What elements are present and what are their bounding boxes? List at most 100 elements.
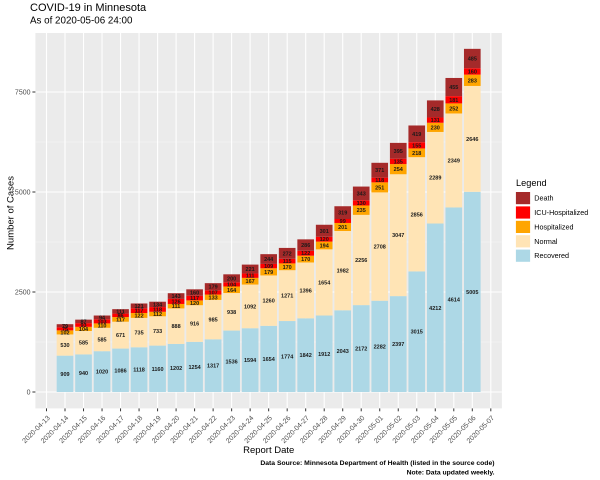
svg-text:419: 419 bbox=[412, 132, 421, 138]
svg-text:1654: 1654 bbox=[318, 280, 331, 286]
svg-text:Hospitalized: Hospitalized bbox=[534, 222, 573, 231]
svg-text:ICU-Hospitalized: ICU-Hospitalized bbox=[534, 208, 588, 217]
svg-text:170: 170 bbox=[301, 257, 310, 263]
svg-text:Death: Death bbox=[534, 194, 553, 203]
svg-text:1912: 1912 bbox=[318, 352, 330, 358]
svg-text:2646: 2646 bbox=[466, 137, 478, 143]
svg-text:107: 107 bbox=[209, 290, 218, 296]
svg-text:230: 230 bbox=[431, 125, 440, 131]
svg-text:118: 118 bbox=[153, 307, 162, 313]
svg-text:985: 985 bbox=[209, 318, 218, 324]
svg-text:143: 143 bbox=[171, 294, 180, 300]
svg-text:126: 126 bbox=[171, 299, 180, 305]
svg-text:371: 371 bbox=[375, 168, 384, 174]
svg-text:120: 120 bbox=[190, 301, 199, 307]
svg-text:251: 251 bbox=[375, 185, 384, 191]
svg-text:2708: 2708 bbox=[374, 245, 386, 251]
svg-text:118: 118 bbox=[375, 178, 384, 184]
svg-text:87: 87 bbox=[80, 319, 86, 325]
svg-text:2500: 2500 bbox=[15, 290, 31, 297]
svg-text:221: 221 bbox=[246, 267, 255, 273]
svg-text:115: 115 bbox=[283, 259, 292, 265]
svg-text:252: 252 bbox=[449, 106, 458, 112]
svg-text:888: 888 bbox=[171, 324, 180, 330]
svg-text:5000: 5000 bbox=[15, 190, 31, 197]
svg-text:122: 122 bbox=[134, 313, 143, 319]
svg-text:1160: 1160 bbox=[152, 367, 164, 373]
svg-text:2043: 2043 bbox=[337, 349, 349, 355]
svg-text:2349: 2349 bbox=[448, 158, 460, 164]
svg-text:428: 428 bbox=[431, 107, 440, 113]
svg-text:218: 218 bbox=[412, 151, 421, 157]
svg-text:1020: 1020 bbox=[96, 370, 108, 376]
svg-text:916: 916 bbox=[190, 322, 199, 328]
svg-text:93: 93 bbox=[80, 323, 86, 329]
svg-text:109: 109 bbox=[264, 264, 273, 270]
svg-text:2289: 2289 bbox=[429, 176, 441, 182]
svg-text:160: 160 bbox=[468, 69, 477, 75]
svg-text:286: 286 bbox=[301, 243, 310, 249]
svg-text:164: 164 bbox=[227, 288, 237, 294]
svg-text:Note: Data updated weekly.: Note: Data updated weekly. bbox=[407, 469, 495, 476]
svg-text:131: 131 bbox=[431, 118, 440, 124]
svg-text:134: 134 bbox=[153, 302, 163, 308]
svg-text:79: 79 bbox=[62, 324, 68, 330]
svg-text:733: 733 bbox=[153, 329, 162, 335]
svg-text:117: 117 bbox=[190, 296, 199, 302]
svg-text:5005: 5005 bbox=[466, 290, 478, 296]
svg-text:104: 104 bbox=[227, 282, 237, 288]
svg-text:1254: 1254 bbox=[188, 365, 201, 371]
svg-text:735: 735 bbox=[134, 331, 143, 337]
svg-text:235: 235 bbox=[357, 208, 366, 214]
svg-text:395: 395 bbox=[394, 149, 403, 155]
svg-text:1271: 1271 bbox=[281, 294, 293, 300]
svg-text:0: 0 bbox=[27, 390, 31, 397]
svg-text:1654: 1654 bbox=[263, 357, 276, 363]
svg-text:Data Source: Minnesota Departm: Data Source: Minnesota Department of Hea… bbox=[260, 460, 494, 467]
svg-text:938: 938 bbox=[227, 310, 236, 316]
svg-text:111: 111 bbox=[116, 309, 125, 315]
svg-text:254: 254 bbox=[394, 167, 404, 173]
svg-text:Number of Cases: Number of Cases bbox=[6, 176, 17, 250]
svg-text:2256: 2256 bbox=[355, 258, 367, 264]
svg-text:301: 301 bbox=[320, 229, 329, 235]
svg-text:99: 99 bbox=[340, 219, 346, 225]
svg-text:122: 122 bbox=[301, 251, 310, 257]
svg-text:343: 343 bbox=[357, 191, 366, 197]
svg-text:1842: 1842 bbox=[300, 353, 312, 359]
svg-text:1317: 1317 bbox=[207, 364, 219, 370]
svg-text:1536: 1536 bbox=[226, 359, 238, 365]
svg-text:244: 244 bbox=[264, 257, 274, 263]
svg-text:319: 319 bbox=[338, 211, 347, 217]
svg-text:1202: 1202 bbox=[170, 366, 182, 372]
svg-text:283: 283 bbox=[468, 78, 477, 84]
svg-text:155: 155 bbox=[412, 143, 421, 149]
svg-text:130: 130 bbox=[357, 201, 366, 207]
svg-text:671: 671 bbox=[116, 333, 125, 339]
svg-text:200: 200 bbox=[227, 276, 236, 282]
svg-text:Normal: Normal bbox=[534, 237, 558, 246]
svg-text:2172: 2172 bbox=[355, 347, 367, 353]
svg-text:181: 181 bbox=[449, 98, 458, 104]
svg-text:3015: 3015 bbox=[411, 330, 423, 336]
svg-text:Recovered: Recovered bbox=[534, 251, 569, 260]
svg-text:170: 170 bbox=[283, 265, 292, 271]
svg-text:585: 585 bbox=[97, 338, 106, 344]
svg-text:3047: 3047 bbox=[392, 233, 404, 239]
svg-text:1594: 1594 bbox=[244, 358, 257, 364]
svg-text:117: 117 bbox=[135, 309, 144, 315]
svg-text:COVID-19 in Minnesota: COVID-19 in Minnesota bbox=[30, 2, 147, 14]
svg-text:1774: 1774 bbox=[281, 355, 294, 361]
svg-text:179: 179 bbox=[209, 285, 218, 291]
svg-text:4614: 4614 bbox=[448, 298, 461, 304]
svg-text:1982: 1982 bbox=[337, 269, 349, 275]
svg-text:179: 179 bbox=[264, 270, 273, 276]
svg-text:909: 909 bbox=[60, 372, 69, 378]
svg-text:111: 111 bbox=[246, 274, 255, 280]
svg-text:As of 2020-05-06 24:00: As of 2020-05-06 24:00 bbox=[30, 16, 133, 27]
svg-text:4212: 4212 bbox=[429, 306, 441, 312]
svg-text:112: 112 bbox=[153, 312, 162, 318]
svg-text:7500: 7500 bbox=[15, 90, 31, 97]
svg-text:1396: 1396 bbox=[300, 288, 312, 294]
svg-text:585: 585 bbox=[79, 341, 88, 347]
